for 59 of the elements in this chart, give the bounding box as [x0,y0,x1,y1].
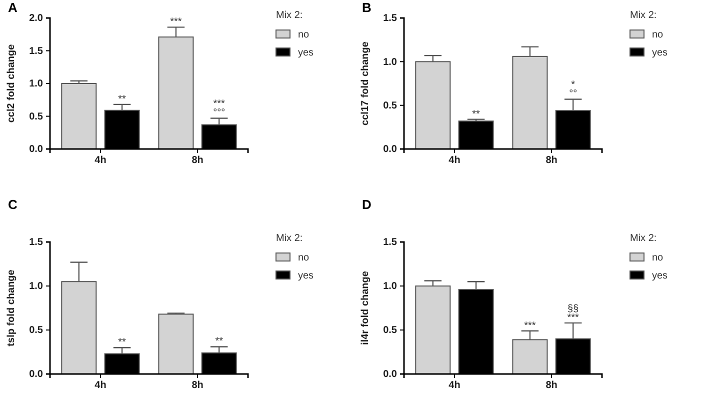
y-tick-label: 0.5 [383,100,398,112]
y-tick-label: 1.5 [383,237,398,248]
annotation: * [571,80,576,91]
legend-label: yes [298,270,314,282]
y-axis-title: il4r fold change [360,270,371,345]
chart-title: A [8,0,18,15]
legend-title: Mix 2: [630,233,657,244]
y-tick-label: 0.0 [29,369,44,380]
y-tick-label: 1.5 [29,46,44,57]
y-tick-label: 1.0 [383,56,398,68]
y-tick-label: 0.0 [383,369,398,380]
y-tick-label: 1.5 [383,13,398,24]
legend-title: Mix 2: [276,233,303,244]
x-tick-label: 8h [192,155,204,166]
bar [158,314,194,374]
annotation: *** [524,320,536,332]
legend-label: yes [652,270,668,282]
annotation: §§ [568,303,579,314]
annotation: ** [215,336,224,348]
legend-label: no [652,30,664,40]
legend-label: yes [298,48,314,58]
x-tick-label: 8h [546,380,558,392]
x-tick-label: 8h [192,380,204,392]
chart-title: B [362,0,372,15]
x-tick-label: 4h [94,155,106,166]
y-tick-label: 0.5 [29,111,44,122]
chart-title: C [8,197,18,212]
legend-title: Mix 2: [630,10,657,21]
y-tick-label: 1.0 [29,281,44,292]
chart-title: D [362,197,372,212]
legend-label: no [652,252,664,264]
y-tick-label: 0.5 [29,325,44,336]
legend-title: Mix 2: [276,10,303,21]
legend-label: no [298,30,310,40]
y-tick-label: 1.0 [383,281,398,292]
x-tick-label: 4h [94,380,106,392]
annotation: *** [170,16,182,28]
bar [61,83,97,150]
legend-label: no [298,252,310,264]
y-tick-label: 0.0 [383,144,398,156]
annotation: ** [118,337,126,348]
y-axis-title: tslp fold change [6,269,17,346]
y-tick-label: 0.5 [383,325,398,336]
y-tick-label: 0.0 [29,144,44,156]
annotation: ** [118,94,126,105]
x-tick-label: 4h [448,380,460,392]
y-axis-title: ccl2 fold change [6,44,17,123]
annotation: ** [472,108,480,120]
y-tick-label: 2.0 [29,13,44,24]
annotation: °° [569,88,578,100]
bar [415,286,451,374]
y-tick-label: 1.0 [29,78,44,90]
x-tick-label: 8h [546,155,558,166]
y-axis-title: ccl17 fold change [360,41,371,126]
annotation: °°° [213,108,226,119]
legend-label: yes [652,48,668,58]
x-tick-label: 4h [448,155,460,166]
y-tick-label: 1.5 [29,237,44,248]
annotation: *** [567,312,580,324]
